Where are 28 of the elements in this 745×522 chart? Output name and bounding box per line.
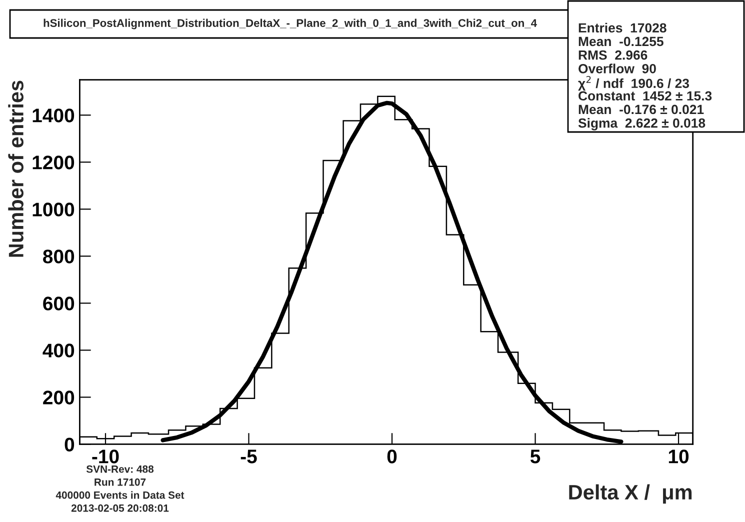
y-tick-label: 600 [43,296,74,310]
text: Entries 17028 [578,22,666,33]
text: Overflow 90 [578,64,656,74]
text: SVN-Rev: 488 [86,465,154,473]
x-tick-label: -10 [92,450,119,464]
y-tick-label: 1400 [32,108,74,122]
annotation: Mean -0.176 ± 0.021 [578,104,704,114]
y-tick-label: 1200 [32,156,74,170]
x-tick-label: -5 [240,450,257,464]
text: 400000 Events in Data Set [56,491,184,499]
y-tick-label: 0 [64,438,74,452]
text: Mean -0.1255 [578,36,664,46]
chart-title: hSilicon_PostAlignment_Distribution_DeltaX_-_Plane_2_with_0_1_and_3with_Chi2_cut_on_4 [44,18,537,30]
text: Run 17107 [94,478,146,486]
annotation: χ$^{2}$ / ndf 190.6 / 23 [578,76,690,91]
x-tick-label: 10 [668,450,689,464]
x-tick-label: 5 [530,450,540,464]
text: RMS 2.966 [578,50,648,60]
y-tick-label: 1000 [32,202,74,216]
annotation: Sigma 2.622 ± 0.018 [578,118,706,130]
y-tick-label: 200 [43,390,74,404]
y-axis-title: Number of entries [8,80,24,257]
y-tick-label: 400 [42,344,74,358]
text: 2013-02-05 20:08:01 [71,504,169,512]
y-tick-label: 800 [43,250,74,264]
x-tick-label: 0 [387,450,397,464]
x-axis-title: Delta X / μm [569,484,692,504]
annotation: Constant 1452 ± 15.3 [578,91,712,101]
